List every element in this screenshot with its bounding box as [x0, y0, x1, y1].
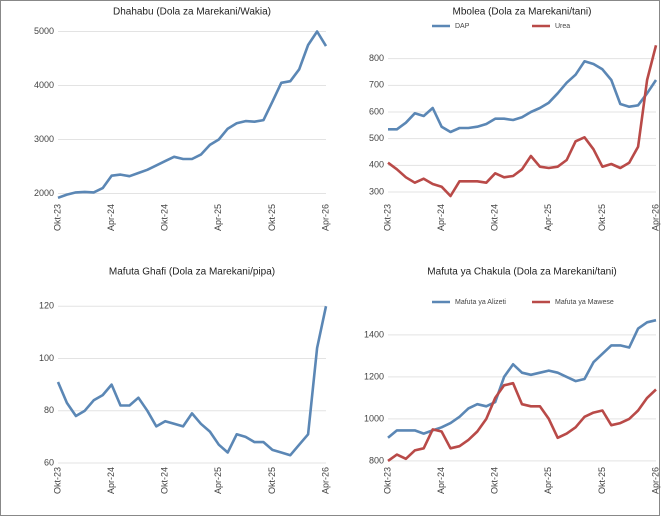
- chart-title: Mafuta ya Chakula (Dola za Marekani/tani…: [427, 267, 617, 278]
- y-tick-label: 1000: [364, 413, 384, 423]
- y-tick-label: 800: [369, 53, 384, 63]
- y-tick-label: 80: [44, 405, 54, 415]
- x-tick-label: Okt-24: [490, 467, 500, 494]
- x-tick-label: Okt-25: [267, 204, 277, 231]
- plot-area: [388, 316, 656, 463]
- x-tick-label: Apr-25: [213, 204, 223, 231]
- y-tick-label: 5000: [34, 26, 54, 36]
- series-line: [56, 305, 328, 457]
- chart-title: Mbolea (Dola za Marekani/tani): [453, 7, 592, 18]
- y-tick-label: 700: [369, 80, 384, 90]
- x-tick-label: Apr-25: [213, 467, 223, 494]
- y-tick-label: 4000: [34, 80, 54, 90]
- x-tick-label: Apr-26: [650, 467, 660, 494]
- y-tick-label: 400: [369, 160, 384, 170]
- y-tick-label: 500: [369, 133, 384, 143]
- chart-title: Dhahabu (Dola za Marekani/Wakia): [113, 7, 271, 18]
- y-tick-label: 2000: [34, 188, 54, 198]
- x-tick-label: Apr-24: [436, 467, 446, 494]
- x-tick-label: Okt-25: [597, 204, 607, 231]
- plot-area: [58, 301, 326, 463]
- legend-label: Urea: [555, 23, 570, 30]
- x-tick-label: Okt-24: [160, 204, 170, 231]
- x-tick-label: Okt-23: [382, 467, 392, 494]
- x-tick-label: Apr-24: [106, 467, 116, 494]
- series-line: [57, 30, 328, 200]
- y-tick-label: 3000: [34, 134, 54, 144]
- x-tick-label: Apr-26: [650, 204, 660, 231]
- x-tick-label: Okt-23: [52, 204, 62, 231]
- series-line: [388, 60, 658, 134]
- x-tick-label: Apr-24: [436, 204, 446, 231]
- x-tick-label: Okt-25: [267, 467, 277, 494]
- series-line: [387, 44, 658, 198]
- y-tick-label: 300: [369, 186, 384, 196]
- series-line: [387, 381, 657, 462]
- x-tick-label: Okt-24: [490, 204, 500, 231]
- x-tick-label: Okt-23: [52, 467, 62, 494]
- legend-label: Mafuta ya Alizeti: [455, 299, 506, 306]
- y-tick-label: 600: [369, 106, 384, 116]
- x-tick-label: Okt-24: [160, 467, 170, 494]
- x-tick-label: Apr-25: [543, 467, 553, 494]
- y-tick-label: 800: [369, 455, 384, 465]
- y-tick-label: 100: [39, 353, 54, 363]
- x-tick-label: Okt-25: [597, 467, 607, 494]
- x-tick-label: Apr-25: [543, 204, 553, 231]
- x-tick-label: Apr-26: [320, 467, 330, 494]
- x-tick-label: Apr-26: [320, 204, 330, 231]
- x-tick-label: Okt-23: [382, 204, 392, 231]
- y-tick-label: 60: [44, 457, 54, 467]
- legend-label: DAP: [455, 23, 470, 30]
- y-tick-label: 120: [39, 301, 54, 311]
- plot-area: [388, 40, 656, 200]
- plot-area: [58, 25, 326, 200]
- x-tick-label: Apr-24: [106, 204, 116, 231]
- y-tick-label: 1200: [364, 371, 384, 381]
- chart-title: Mafuta Ghafi (Dola za Marekani/pipa): [109, 267, 275, 278]
- legend-label: Mafuta ya Mawese: [555, 299, 614, 306]
- y-tick-label: 1400: [364, 329, 384, 339]
